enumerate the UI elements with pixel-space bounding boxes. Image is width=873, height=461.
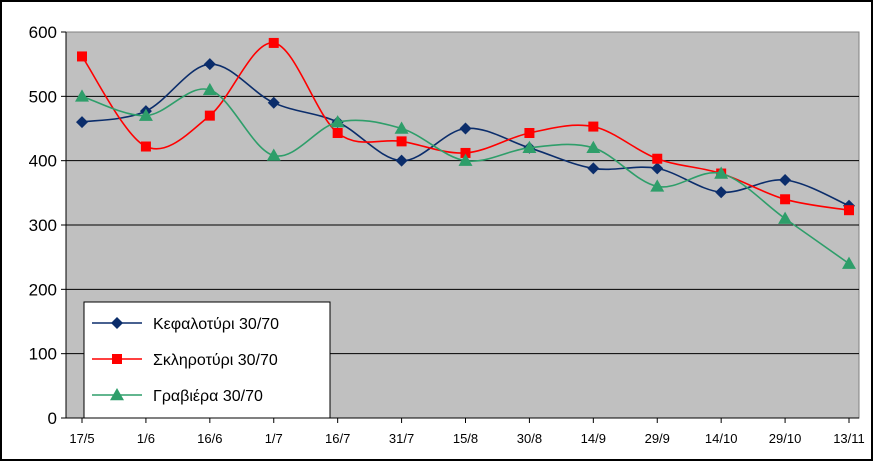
data-point (780, 194, 791, 205)
data-point (844, 205, 854, 216)
x-tick-label: 15/8 (453, 431, 478, 446)
y-tick-label: 100 (29, 345, 57, 364)
series-3 (75, 82, 856, 269)
legend-label: Σκληροτύρι 30/70 (153, 352, 278, 369)
data-point (268, 37, 279, 48)
x-tick-label: 30/8 (517, 431, 542, 446)
y-axis: 0 100 200 300 400 500 600 (29, 23, 67, 428)
x-tick-label: 14/9 (581, 431, 606, 446)
data-point (587, 162, 600, 175)
data-point (396, 136, 407, 147)
legend-entry: Γραβιέρα 30/70 (92, 388, 263, 405)
data-point (267, 96, 280, 109)
y-tick-label: 0 (48, 409, 57, 428)
data-point (652, 153, 663, 164)
data-point (76, 116, 88, 129)
data-point (522, 140, 537, 154)
x-tick-label: 17/5 (69, 431, 94, 446)
y-tick-label: 200 (29, 280, 57, 299)
legend-marker (110, 388, 124, 401)
x-tick-label: 29/10 (769, 431, 802, 446)
data-point (588, 121, 599, 132)
data-point (779, 173, 792, 186)
x-tick-label: 16/6 (197, 431, 222, 446)
data-point (650, 179, 665, 192)
legend-marker (112, 354, 122, 364)
y-tick-label: 400 (29, 152, 57, 171)
data-point (138, 108, 153, 121)
data-point (204, 110, 215, 121)
x-tick-label: 31/7 (389, 431, 414, 446)
data-point (394, 121, 409, 134)
y-tick-label: 500 (29, 87, 57, 106)
data-point (586, 140, 601, 154)
legend-label: Κεφαλοτύρι 30/70 (153, 316, 279, 333)
data-point (460, 147, 471, 158)
x-tick-label: 13/11 (833, 431, 865, 446)
legend-entry: Κεφαλοτύρι 30/70 (92, 316, 279, 333)
data-point (714, 166, 729, 179)
legend-marker (111, 317, 123, 329)
data-point (77, 51, 87, 62)
x-tick-label: 1/6 (137, 431, 155, 446)
data-point (202, 82, 217, 96)
x-tick-label: 1/7 (265, 431, 283, 446)
y-tick-label: 600 (29, 23, 57, 42)
data-point (651, 162, 664, 175)
data-point (330, 115, 345, 128)
data-point (715, 186, 728, 199)
x-tick-label: 29/9 (645, 431, 670, 446)
x-tick-label: 16/7 (325, 431, 350, 446)
legend-label: Γραβιέρα 30/70 (153, 388, 263, 405)
data-point (75, 89, 89, 102)
data-point (524, 128, 535, 139)
series-layer (75, 37, 856, 269)
data-point (778, 211, 793, 224)
data-point (459, 122, 472, 135)
data-point (842, 256, 856, 269)
legend-box (83, 301, 331, 419)
data-point (395, 154, 408, 167)
data-point (332, 128, 343, 139)
data-point (203, 58, 216, 71)
data-point (458, 153, 473, 166)
y-tick-label: 300 (29, 216, 57, 235)
legend: Κεφαλοτύρι 30/70 Σκληροτύρι 30/70 Γραβιέρα… (83, 301, 331, 419)
data-point (266, 148, 281, 161)
x-tick-label: 14/10 (705, 431, 738, 446)
data-point (140, 141, 151, 152)
legend-entry: Σκληροτύρι 30/70 (92, 352, 278, 369)
